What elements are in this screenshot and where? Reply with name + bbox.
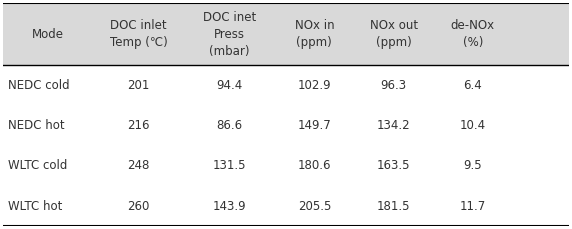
Text: 248: 248 [128,159,150,172]
Text: 143.9: 143.9 [213,200,246,213]
Text: 86.6: 86.6 [216,119,243,132]
Text: DOC inlet
Temp (℃): DOC inlet Temp (℃) [110,19,168,49]
Text: de-NOx
(%): de-NOx (%) [451,19,495,49]
Bar [3,65,569,106]
Text: WLTC hot: WLTC hot [9,200,63,213]
Text: 96.3: 96.3 [380,79,407,92]
Text: NEDC cold: NEDC cold [9,79,70,92]
Text: NEDC hot: NEDC hot [9,119,65,132]
Text: 10.4: 10.4 [460,119,486,132]
Text: 9.5: 9.5 [464,159,482,172]
Bar [3,106,569,146]
Text: 180.6: 180.6 [297,159,331,172]
Text: 6.4: 6.4 [463,79,482,92]
Text: 94.4: 94.4 [216,79,243,92]
Text: 181.5: 181.5 [377,200,410,213]
Bar [3,3,569,65]
Text: 201: 201 [128,79,150,92]
Text: 216: 216 [128,119,150,132]
Text: 149.7: 149.7 [297,119,331,132]
Text: WLTC cold: WLTC cold [9,159,68,172]
Bar [3,186,569,226]
Text: Mode: Mode [32,27,64,41]
Text: NOx in
(ppm): NOx in (ppm) [295,19,334,49]
Bar [3,146,569,186]
Text: 131.5: 131.5 [213,159,246,172]
Text: 102.9: 102.9 [297,79,331,92]
Text: DOC inet
Press
(mbar): DOC inet Press (mbar) [202,11,256,57]
Text: 134.2: 134.2 [377,119,411,132]
Text: 260: 260 [128,200,150,213]
Text: 11.7: 11.7 [460,200,486,213]
Text: NOx out
(ppm): NOx out (ppm) [370,19,418,49]
Text: 163.5: 163.5 [377,159,410,172]
Text: 205.5: 205.5 [297,200,331,213]
